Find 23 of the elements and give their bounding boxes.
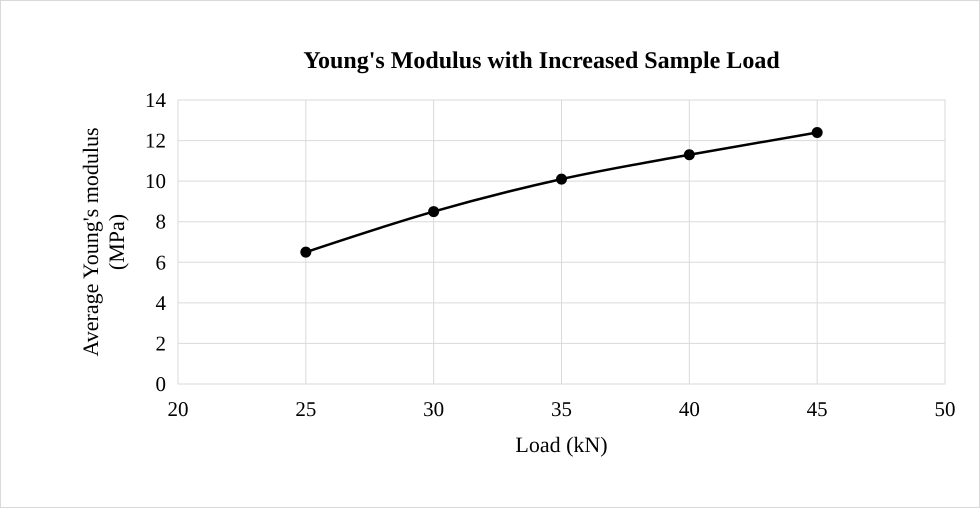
point [300,246,312,258]
point [684,149,695,160]
point [556,174,567,185]
y-tick-label: 4 [156,290,166,315]
x-axis-title: Load (kN) [515,432,608,457]
point [428,206,440,218]
x-tick-label: 50 [934,397,956,421]
y-tick-label: 12 [145,128,166,153]
x-tick-label: 20 [168,397,188,421]
x-tick-label: 25 [295,397,316,421]
x-tick-label: 30 [423,397,444,421]
point [812,126,823,138]
y-tick-label: 2 [156,331,166,356]
y-tick-label: 0 [156,372,166,396]
y-tick-label: 8 [156,210,166,234]
y-tick-label: 10 [145,169,166,194]
x-tick-label: 45 [806,397,828,421]
chart-title: Young's Modulus with Increased Sample Load [303,48,780,74]
x-tick-label: 35 [551,397,572,421]
y-tick-label: 14 [145,88,166,112]
y-tick-label: 6 [156,250,166,274]
x-tick-label: 40 [678,397,700,421]
y-axis-title: Average Young's modulus (MPa) [78,127,129,357]
